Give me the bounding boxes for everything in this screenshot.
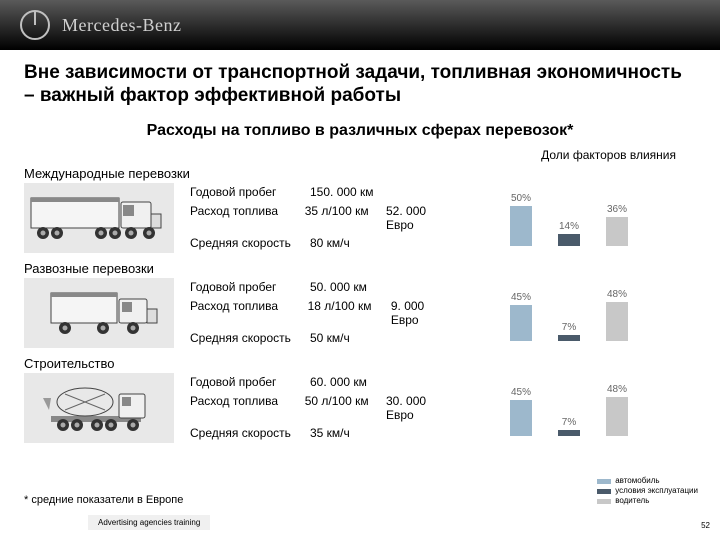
bar-rect <box>510 400 532 436</box>
speed-value: 80 км/ч <box>310 236 395 250</box>
chart-legend: автомобиль условия эксплуатации водитель <box>597 476 698 506</box>
bar-percent-label: 48% <box>607 289 627 300</box>
speed-value: 35 км/ч <box>310 426 395 440</box>
bar-percent-label: 48% <box>607 384 627 395</box>
factors-label: Доли факторов влияния <box>24 148 696 162</box>
page-subtitle: Расходы на топливо в различных сферах пе… <box>24 122 696 140</box>
mileage-label: Годовой пробег <box>190 375 310 389</box>
params-block: Годовой пробег150. 000 км Расход топлива… <box>174 183 454 253</box>
bar-rect <box>510 305 532 341</box>
section-name: Строительство <box>24 356 696 371</box>
bar-percent-label: 45% <box>511 292 531 303</box>
speed-label: Средняя скорость <box>190 236 310 250</box>
section-international: Международные перевозки Год <box>24 166 696 253</box>
page-title: Вне зависимости от транспортной задачи, … <box>24 62 696 108</box>
bar-percent-label: 50% <box>511 193 531 204</box>
legend-label: автомобиль <box>615 476 659 486</box>
bar-rect <box>558 430 580 436</box>
chart-bar: 7% <box>558 322 580 341</box>
section-name: Международные перевозки <box>24 166 696 181</box>
fuel-cost: 9. 000 Евро <box>391 299 454 327</box>
fuel-cost: 30. 000 Евро <box>386 394 454 422</box>
mileage-value: 60. 000 км <box>310 375 395 389</box>
mileage-label: Годовой пробег <box>190 185 310 199</box>
header-bar: Mercedes-Benz <box>0 0 720 50</box>
chart-bar: 7% <box>558 417 580 436</box>
bar-rect <box>558 335 580 341</box>
truck-illustration <box>24 183 174 253</box>
bar-rect <box>558 234 580 245</box>
section-distribution: Развозные перевозки Годовой пробег50. 00… <box>24 261 696 348</box>
bar-rect <box>606 302 628 340</box>
chart-bar: 45% <box>510 292 532 341</box>
fuel-value: 18 л/100 км <box>308 299 391 327</box>
params-block: Годовой пробег50. 000 км Расход топлива1… <box>174 278 454 348</box>
speed-label: Средняя скорость <box>190 331 310 345</box>
factors-chart: 45% 7% 48% <box>454 373 684 443</box>
fuel-label: Расход топлива <box>190 204 305 232</box>
semi-truck-icon <box>29 190 169 246</box>
bar-percent-label: 36% <box>607 204 627 215</box>
mileage-label: Годовой пробег <box>190 280 310 294</box>
factors-chart: 45% 7% 48% <box>454 278 684 348</box>
fuel-value: 50 л/100 км <box>305 394 386 422</box>
speed-value: 50 км/ч <box>310 331 395 345</box>
bar-rect <box>510 206 532 246</box>
bar-rect <box>606 217 628 246</box>
box-truck-icon <box>29 285 169 341</box>
mileage-value: 150. 000 км <box>310 185 395 199</box>
chart-bar: 14% <box>558 221 580 245</box>
truck-illustration <box>24 373 174 443</box>
section-name: Развозные перевозки <box>24 261 696 276</box>
fuel-label: Расход топлива <box>190 394 305 422</box>
truck-illustration <box>24 278 174 348</box>
bar-percent-label: 14% <box>559 221 579 232</box>
legend-swatch-driver <box>597 499 611 504</box>
factors-chart: 50% 14% 36% <box>454 183 684 253</box>
content-area: Вне зависимости от транспортной задачи, … <box>0 50 720 443</box>
speed-label: Средняя скорость <box>190 426 310 440</box>
mileage-value: 50. 000 км <box>310 280 395 294</box>
brand-name: Mercedes-Benz <box>62 15 181 36</box>
fuel-label: Расход топлива <box>190 299 308 327</box>
chart-bar: 45% <box>510 387 532 436</box>
bar-percent-label: 7% <box>562 322 576 333</box>
bar-rect <box>606 397 628 435</box>
footnote: * средние показатели в Европе <box>24 494 183 506</box>
mixer-truck-icon <box>29 380 169 436</box>
chart-bar: 36% <box>606 204 628 246</box>
page-number: 52 <box>701 521 710 530</box>
legend-label: водитель <box>615 496 649 506</box>
legend-swatch-vehicle <box>597 479 611 484</box>
chart-bar: 48% <box>606 289 628 340</box>
bar-percent-label: 7% <box>562 417 576 428</box>
fuel-cost: 52. 000 Евро <box>386 204 454 232</box>
legend-swatch-conditions <box>597 489 611 494</box>
chart-bar: 50% <box>510 193 532 246</box>
params-block: Годовой пробег60. 000 км Расход топлива5… <box>174 373 454 443</box>
fuel-value: 35 л/100 км <box>305 204 386 232</box>
bar-percent-label: 45% <box>511 387 531 398</box>
section-construction: Строительство Го <box>24 356 696 443</box>
legend-label: условия эксплуатации <box>615 486 698 496</box>
footer-text: Advertising agencies training <box>88 515 210 530</box>
brand-logo-icon <box>20 10 50 40</box>
chart-bar: 48% <box>606 384 628 435</box>
